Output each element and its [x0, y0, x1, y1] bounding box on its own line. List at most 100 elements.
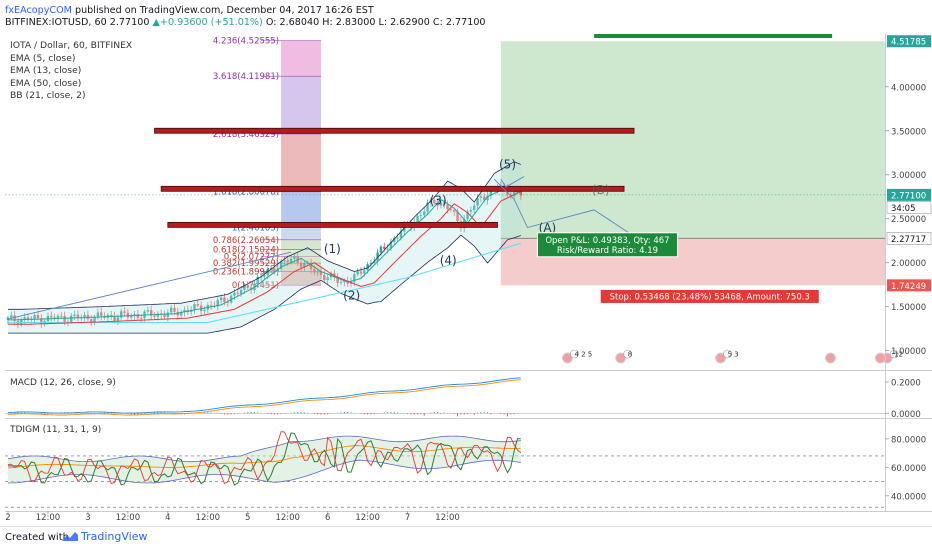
fib-level-label: 4.236(4.52555) [213, 37, 279, 47]
publisher-name[interactable]: fxEAcopyCOM [5, 5, 72, 16]
legend-item-ema5[interactable]: EMA (5, close) [10, 52, 76, 64]
ohlc-close: C: 2.77100 [432, 17, 486, 28]
fib-band [281, 227, 322, 240]
candle-body [126, 312, 130, 318]
candle-body [303, 263, 306, 268]
macd-title: MACD (12, 26, close, 9) [10, 378, 116, 388]
macd-signal-line [7, 379, 521, 416]
legend-item-bb[interactable]: BB (21, close, 2) [10, 90, 86, 102]
time-tick-label: 12:00 [355, 513, 380, 523]
price-label-box [886, 200, 932, 214]
fib-level-label: 0.786(2.26054) [213, 236, 279, 246]
candle-body [219, 297, 223, 301]
time-tick-label: 6 [325, 513, 330, 523]
time-tick-label: 12:00 [435, 513, 460, 523]
price-tick-label: 2.00000 [891, 259, 926, 269]
tdigm-rsi-line [7, 431, 522, 485]
fib-band [281, 271, 322, 286]
trend-line [7, 251, 292, 320]
candle-body [116, 317, 120, 321]
stop-text: Stop: 0.53468 (23.48%) 53468, Amount: 75… [610, 292, 810, 302]
rr-text: Risk/Reward Ratio: 4.19 [557, 246, 658, 256]
candle-body [446, 204, 449, 210]
tradingview-link[interactable]: TradingView [62, 530, 147, 543]
candle-body [236, 292, 239, 294]
fib-level-label: 2.618(3.46329) [213, 130, 279, 140]
resistance-zone [160, 185, 625, 192]
tdigm-tick-label: 80.0000 [891, 435, 926, 445]
chart-canvas[interactable]: 4.236(4.52555) 3.618(4.11981) 2.618(3.4632… [0, 0, 932, 526]
wave-projection-line [493, 178, 635, 237]
fib-band [281, 40, 322, 77]
fib-level-label: 3.618(4.11981) [213, 72, 279, 82]
candle-body [223, 297, 226, 303]
candle-body [209, 304, 213, 306]
price-tick-label: 1.50000 [891, 303, 926, 313]
price-label-text: 4.51785 [891, 38, 926, 48]
tdigm-upper-band [7, 435, 521, 463]
macd-tick-label: 0.2000 [891, 378, 921, 388]
tradingview-logo-icon [62, 532, 78, 541]
candle-body [166, 312, 170, 318]
time-tick-label: 5 [245, 513, 250, 523]
tdigm-tick-label: 60.0000 [891, 464, 926, 474]
resistance-zone [154, 127, 635, 134]
fib-level-label: 0.236(1.89944) [213, 268, 279, 278]
profit-zone [500, 41, 885, 239]
event-badge [570, 349, 579, 359]
price-label-box [887, 279, 931, 292]
candle-body [449, 209, 453, 211]
stop-box [600, 289, 819, 303]
candle-body [266, 269, 269, 276]
candle-body [433, 199, 436, 203]
candle-body [369, 263, 373, 265]
candle-body [343, 280, 346, 282]
tdigm-band-fill [8, 436, 521, 483]
candle-body [379, 246, 383, 253]
candle-body [336, 277, 339, 283]
candle-body [393, 238, 396, 242]
candle-body [299, 263, 303, 268]
candle-body [429, 199, 433, 204]
candle-body [489, 188, 493, 196]
candle-body [140, 317, 143, 319]
fib-band [281, 249, 322, 257]
candle-body [309, 262, 313, 270]
event-count: 4 2 5 [574, 351, 592, 359]
symbol-label: BITFINEX:IOTUSD, 60 [5, 17, 107, 28]
candle-body [33, 315, 36, 319]
wave-label: (2) [343, 289, 360, 303]
candle-body [363, 270, 366, 274]
candle-body [482, 196, 486, 201]
resistance-zone [167, 221, 498, 228]
time-tick-label: 3 [85, 513, 90, 523]
candle-body [183, 309, 186, 312]
price-tick-label: 4.00000 [891, 83, 926, 93]
event-flag-icon [561, 352, 573, 364]
fib-band [281, 239, 322, 250]
candle-body [323, 275, 326, 281]
legend-item-ema13[interactable]: EMA (13, close) [10, 65, 82, 77]
candle-body [263, 275, 266, 277]
price-tick-label: 3.50000 [891, 127, 926, 137]
tradingview-brand: TradingView [81, 530, 148, 543]
last-price: 2.77100 [109, 17, 150, 28]
time-tick-label: 12:00 [196, 513, 221, 523]
candle-body [273, 268, 276, 272]
candle-body [326, 277, 329, 281]
fib-level-label: 0.618(2.15024) [213, 245, 279, 255]
candle-body [113, 316, 116, 321]
candle-body [243, 285, 246, 290]
price-label-box [887, 188, 931, 201]
wave-label: (5) [499, 158, 516, 172]
tdigm-mid-line [7, 445, 521, 469]
price-label-text: 34:05 [891, 204, 916, 214]
event-count: 5 3 [728, 351, 739, 359]
tdigm-tick-label: 40.0000 [891, 492, 926, 502]
published-text: published on TradingView.com, December 0… [75, 5, 374, 16]
candle-body [130, 315, 133, 318]
candle-body [356, 271, 359, 275]
legend-item-ema50[interactable]: EMA (50, close) [10, 77, 82, 89]
price-tick-label: 3.00000 [891, 171, 926, 181]
candle-body [353, 274, 356, 282]
